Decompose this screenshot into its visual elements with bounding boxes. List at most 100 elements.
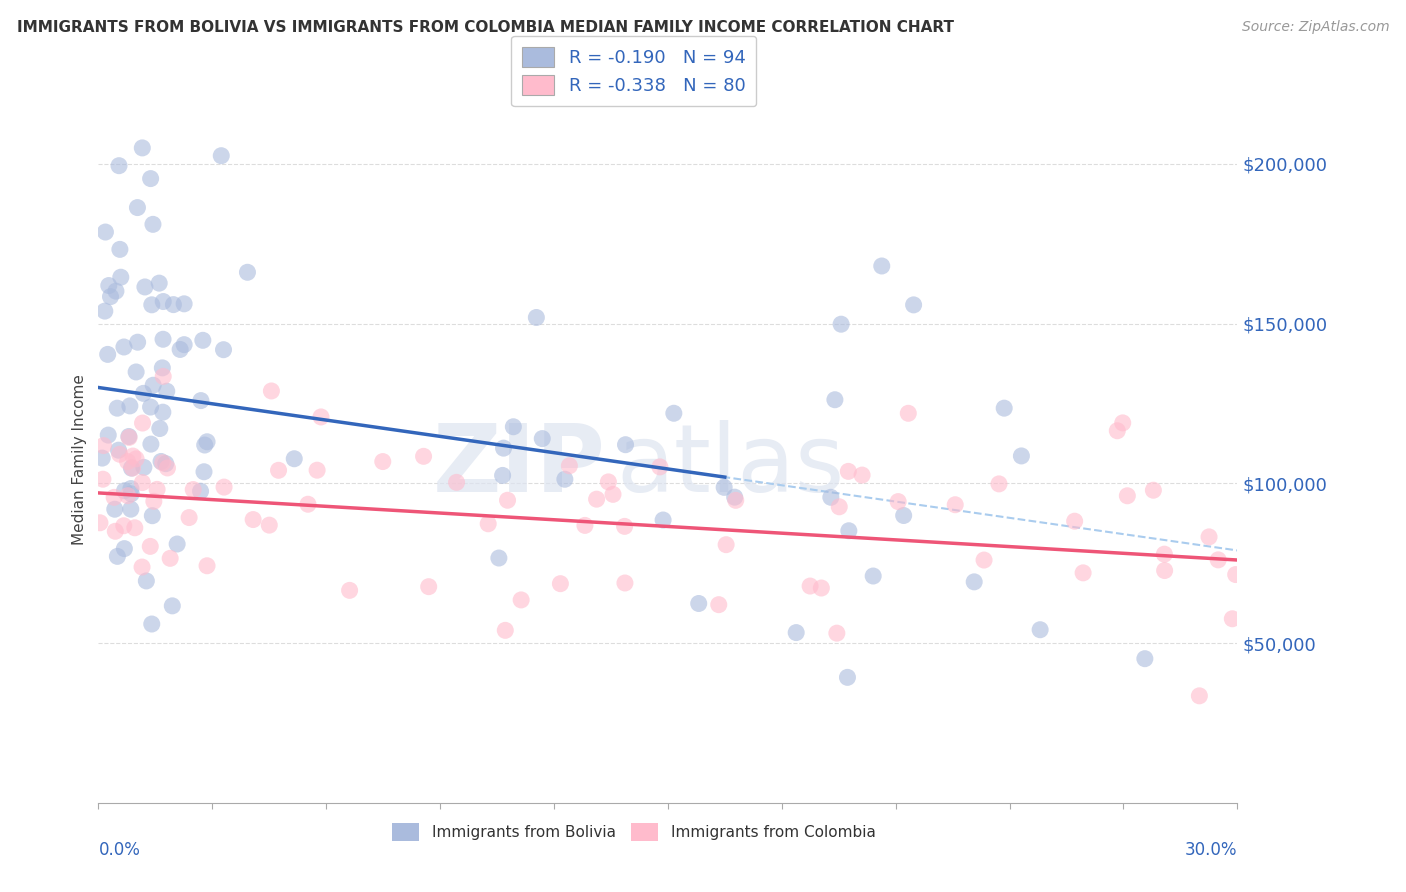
Point	[418, 580, 440, 594]
Text: 30.0%: 30.0%	[1185, 840, 1237, 859]
Point	[477, 516, 499, 531]
Point	[139, 437, 162, 451]
Legend: Immigrants from Bolivia, Immigrants from Colombia: Immigrants from Bolivia, Immigrants from…	[385, 817, 882, 847]
Point	[550, 576, 572, 591]
Point	[156, 384, 179, 399]
Point	[524, 310, 547, 325]
Point	[236, 265, 259, 279]
Point	[862, 569, 884, 583]
Point	[191, 334, 214, 348]
Point	[150, 454, 173, 468]
Point	[118, 399, 141, 413]
Point	[242, 512, 264, 526]
Point	[120, 461, 142, 475]
Point	[195, 558, 218, 573]
Point	[135, 574, 157, 588]
Point	[104, 524, 127, 539]
Point	[828, 500, 851, 514]
Point	[1206, 553, 1229, 567]
Point	[112, 518, 135, 533]
Point	[724, 493, 747, 508]
Point	[121, 461, 143, 475]
Point	[118, 430, 141, 444]
Point	[141, 298, 163, 312]
Point	[152, 405, 174, 419]
Point	[108, 159, 131, 173]
Point	[142, 218, 165, 232]
Point	[446, 475, 468, 490]
Point	[89, 516, 111, 530]
Point	[181, 483, 204, 497]
Point	[307, 463, 329, 477]
Point	[993, 401, 1015, 416]
Point	[824, 392, 846, 407]
Point	[283, 451, 305, 466]
Point	[510, 593, 533, 607]
Point	[152, 332, 174, 346]
Point	[142, 378, 165, 392]
Point	[114, 483, 136, 498]
Point	[799, 579, 821, 593]
Point	[125, 451, 148, 466]
Point	[1107, 424, 1129, 438]
Point	[97, 428, 120, 442]
Point	[1153, 547, 1175, 561]
Point	[574, 518, 596, 533]
Point	[1063, 514, 1085, 528]
Point	[120, 502, 142, 516]
Point	[152, 369, 174, 384]
Point	[139, 540, 162, 554]
Text: atlas: atlas	[617, 420, 845, 512]
Point	[105, 549, 128, 564]
Point	[146, 483, 169, 497]
Point	[1188, 689, 1211, 703]
Point	[1133, 651, 1156, 665]
Point	[309, 409, 332, 424]
Point	[131, 416, 153, 430]
Point	[104, 284, 127, 298]
Point	[870, 259, 893, 273]
Point	[707, 598, 730, 612]
Point	[887, 494, 910, 508]
Point	[585, 492, 607, 507]
Point	[131, 475, 153, 490]
Point	[652, 513, 675, 527]
Point	[100, 290, 122, 304]
Point	[371, 454, 394, 468]
Point	[120, 482, 142, 496]
Point	[1029, 623, 1052, 637]
Point	[488, 551, 510, 566]
Point	[648, 459, 671, 474]
Point	[108, 447, 131, 461]
Point	[502, 419, 524, 434]
Text: Source: ZipAtlas.com: Source: ZipAtlas.com	[1241, 20, 1389, 34]
Point	[112, 340, 135, 354]
Point	[94, 304, 117, 318]
Point	[212, 343, 235, 357]
Point	[139, 171, 162, 186]
Point	[177, 510, 200, 524]
Point	[97, 278, 120, 293]
Point	[613, 576, 636, 591]
Point	[156, 461, 179, 475]
Point	[131, 141, 153, 155]
Point	[103, 491, 125, 505]
Point	[142, 494, 165, 508]
Point	[688, 597, 710, 611]
Point	[159, 551, 181, 566]
Point	[825, 626, 848, 640]
Point	[1198, 530, 1220, 544]
Point	[212, 480, 235, 494]
Point	[1071, 566, 1094, 580]
Point	[1112, 416, 1135, 430]
Point	[613, 519, 636, 533]
Point	[838, 524, 860, 538]
Point	[963, 574, 986, 589]
Point	[193, 465, 215, 479]
Point	[93, 439, 115, 453]
Point	[662, 406, 685, 420]
Point	[131, 560, 153, 574]
Point	[1142, 483, 1164, 498]
Point	[830, 317, 852, 331]
Point	[173, 337, 195, 351]
